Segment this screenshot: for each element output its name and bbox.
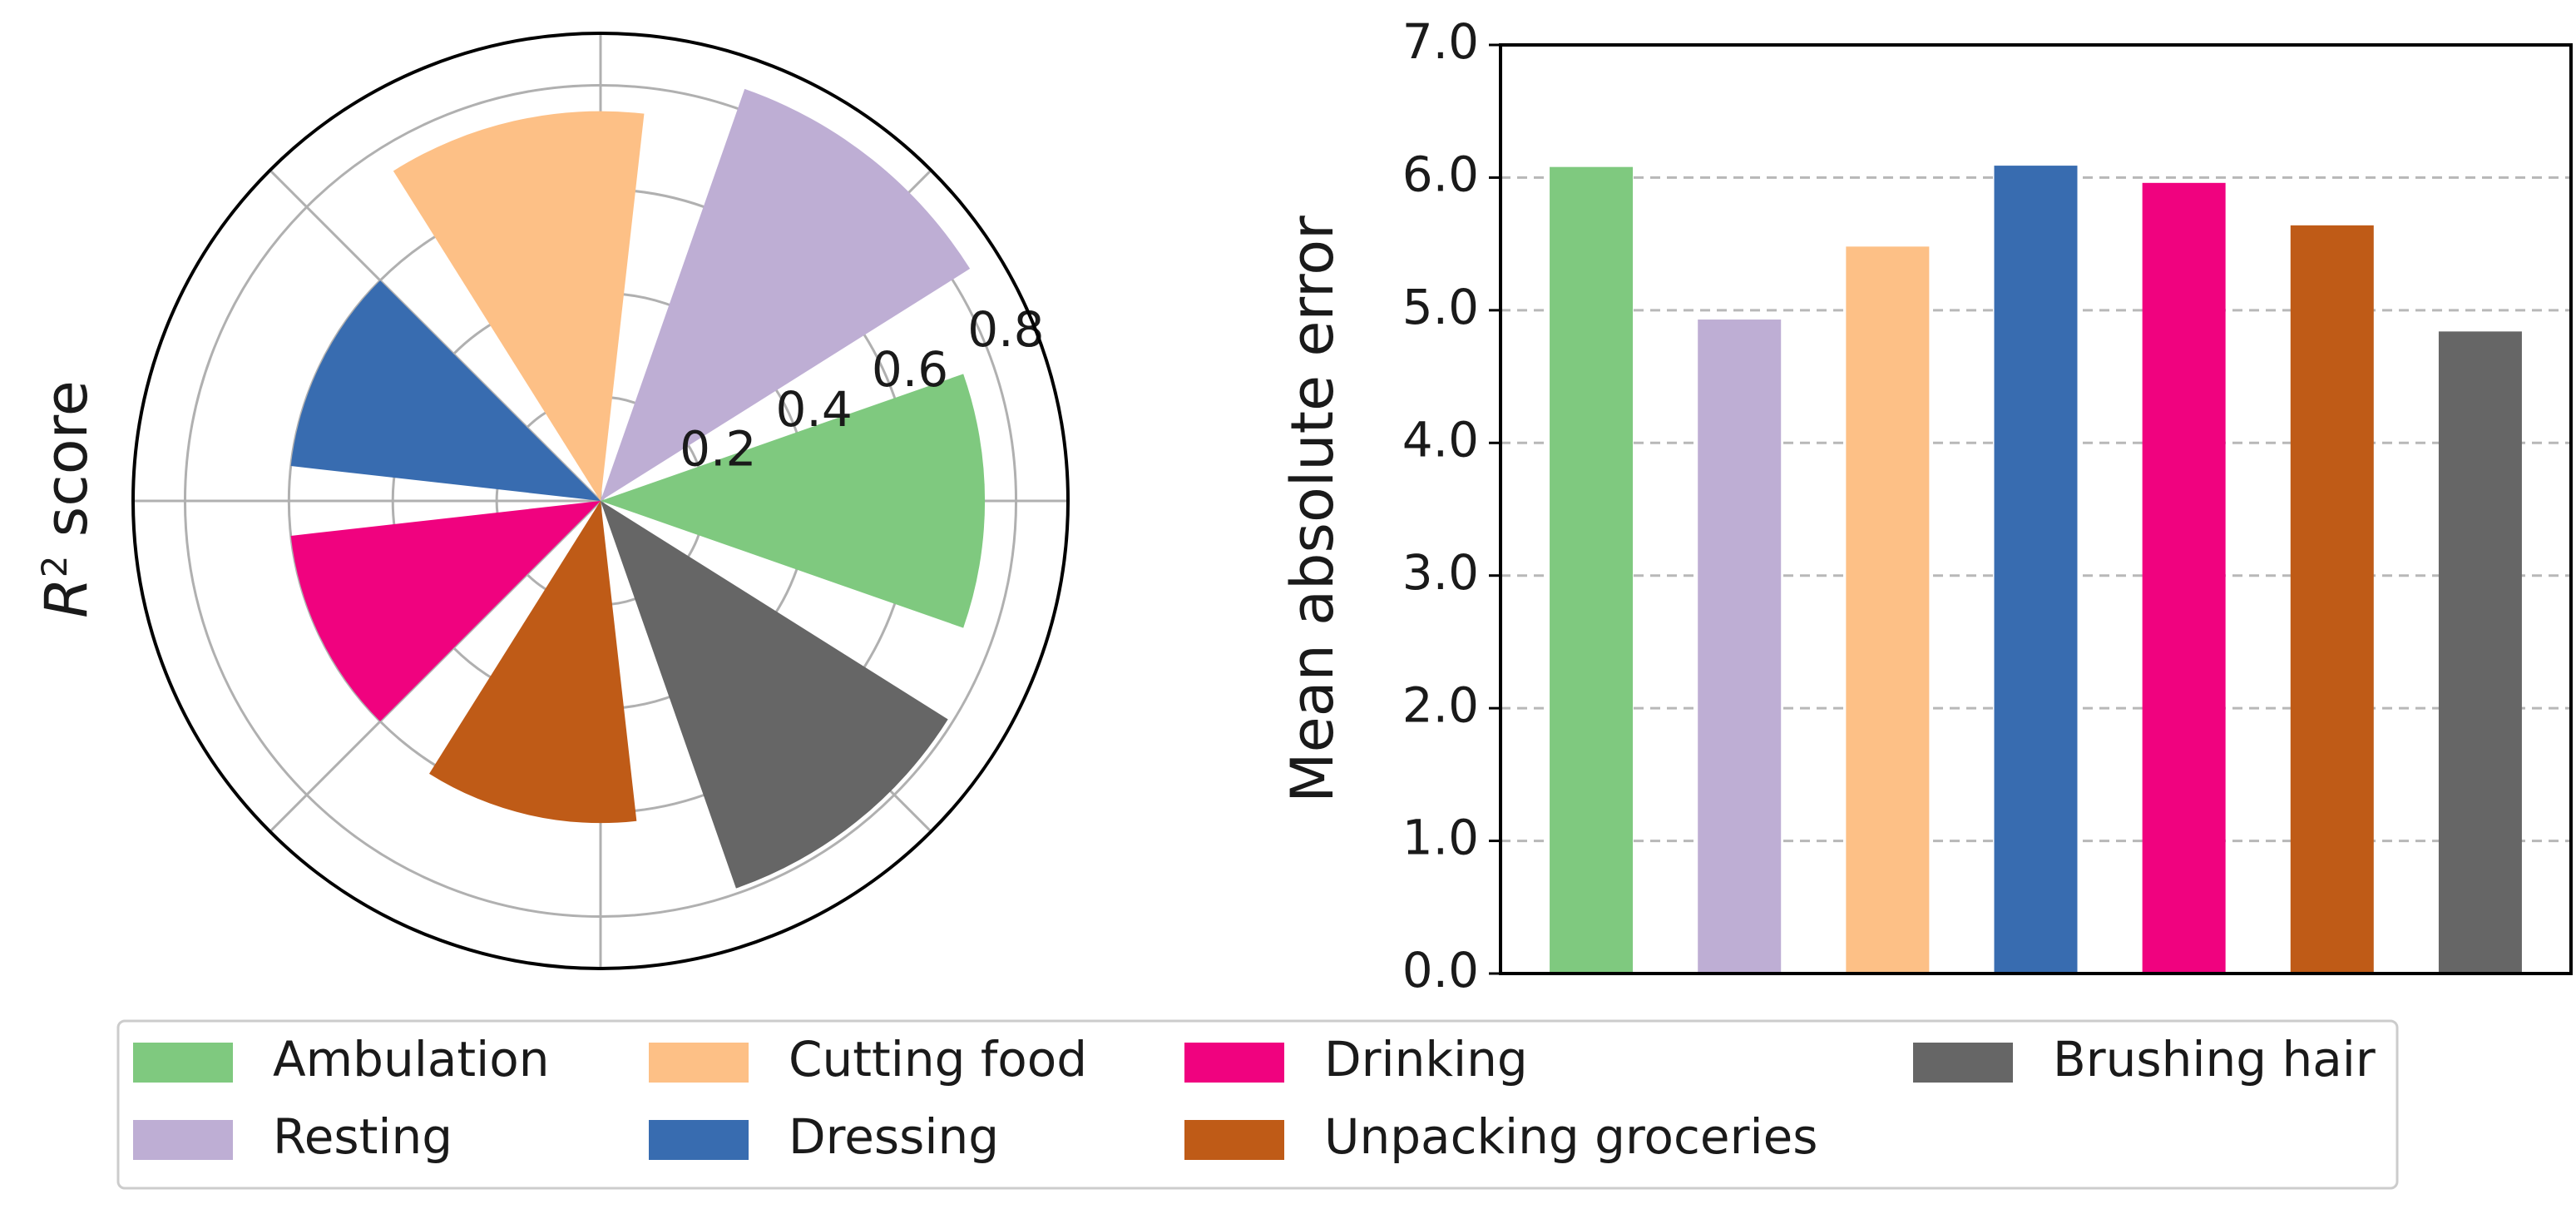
legend-swatch: [133, 1120, 233, 1160]
y-tick-label: 0.0: [1402, 942, 1479, 998]
bar: [2142, 182, 2226, 974]
bar: [2438, 331, 2522, 974]
bar: [1550, 166, 1634, 974]
legend-swatch: [649, 1043, 749, 1083]
polar-bar: [290, 501, 601, 721]
y-tick-label: 3.0: [1402, 544, 1479, 601]
polar-bar: [601, 88, 971, 501]
polar-outline: [131, 32, 1070, 970]
polar-r2-chart: 0.2 0.4 0.6 0.8 R2 score: [32, 32, 1070, 970]
legend-item: Brushing hair: [1913, 1031, 2376, 1088]
y-tick-label: 6.0: [1402, 146, 1479, 203]
legend-label: Unpacking groceries: [1324, 1108, 1817, 1165]
legend-item: Resting: [133, 1108, 452, 1165]
legend-swatch: [1913, 1043, 2013, 1083]
y-tick-label: 5.0: [1402, 279, 1479, 335]
polar-rtick-label: 0.2: [680, 421, 756, 478]
y-tick-label: 1.0: [1402, 810, 1479, 866]
legend-label: Brushing hair: [2053, 1031, 2376, 1088]
polar-ylabel: R2 score: [32, 380, 101, 618]
legend-item: Drinking: [1184, 1031, 1528, 1088]
legend-item: Ambulation: [133, 1031, 550, 1088]
legend-label: Dressing: [789, 1108, 999, 1165]
legend-swatch: [1184, 1043, 1284, 1083]
polar-rtick-label: 0.6: [872, 341, 948, 398]
legend-item: Unpacking groceries: [1184, 1108, 1817, 1165]
legend-swatch: [133, 1043, 233, 1083]
y-tick-label: 7.0: [1402, 13, 1479, 70]
legend: Ambulation Resting Cutting food Dressing Dri…: [116, 1019, 2399, 1190]
polar-ylabel-sup: 2: [34, 555, 75, 577]
legend-items: Ambulation Resting Cutting food Dressing Dri…: [133, 1031, 2376, 1165]
legend-label: Cutting food: [789, 1031, 1087, 1088]
mae-bar-chart: 0.0 1.0 2.0 3.0 4.0 5.0 6.0 7.0 Mean absolute e…: [1278, 13, 2573, 998]
bar: [1698, 320, 1782, 974]
bar-ylabel: Mean absolute error: [1278, 216, 1347, 803]
y-ticks: 0.0 1.0 2.0 3.0 4.0 5.0 6.0 7.0: [1402, 13, 1501, 998]
bars: [1550, 166, 2522, 974]
legend-item: Dressing: [649, 1108, 999, 1165]
polar-rtick-label: 0.4: [776, 381, 853, 438]
polar-ylabel-rest: score: [32, 380, 101, 555]
polar-bar: [393, 111, 645, 501]
legend-label: Ambulation: [273, 1031, 550, 1088]
bar: [2290, 225, 2374, 974]
bar-plot-frame: [1499, 43, 2573, 975]
legend-swatch: [1184, 1120, 1284, 1160]
polar-tick-labels: 0.2 0.4 0.6 0.8: [680, 301, 1044, 477]
polar-bar: [290, 280, 601, 501]
polar-bar: [429, 501, 637, 824]
polar-ylabel-base: R: [32, 577, 101, 618]
bar: [1994, 166, 2078, 974]
polar-bar: [601, 374, 986, 628]
legend-label: Resting: [273, 1108, 452, 1165]
polar-bar: [601, 501, 948, 889]
legend-label: Drinking: [1324, 1031, 1528, 1088]
polar-rtick-label: 0.8: [967, 301, 1044, 358]
polar-bars: [290, 88, 986, 889]
legend-swatch: [649, 1120, 749, 1160]
legend-item: Cutting food: [649, 1031, 1087, 1088]
y-tick-label: 4.0: [1402, 411, 1479, 468]
bar: [1846, 246, 1930, 974]
y-tick-label: 2.0: [1402, 676, 1479, 733]
